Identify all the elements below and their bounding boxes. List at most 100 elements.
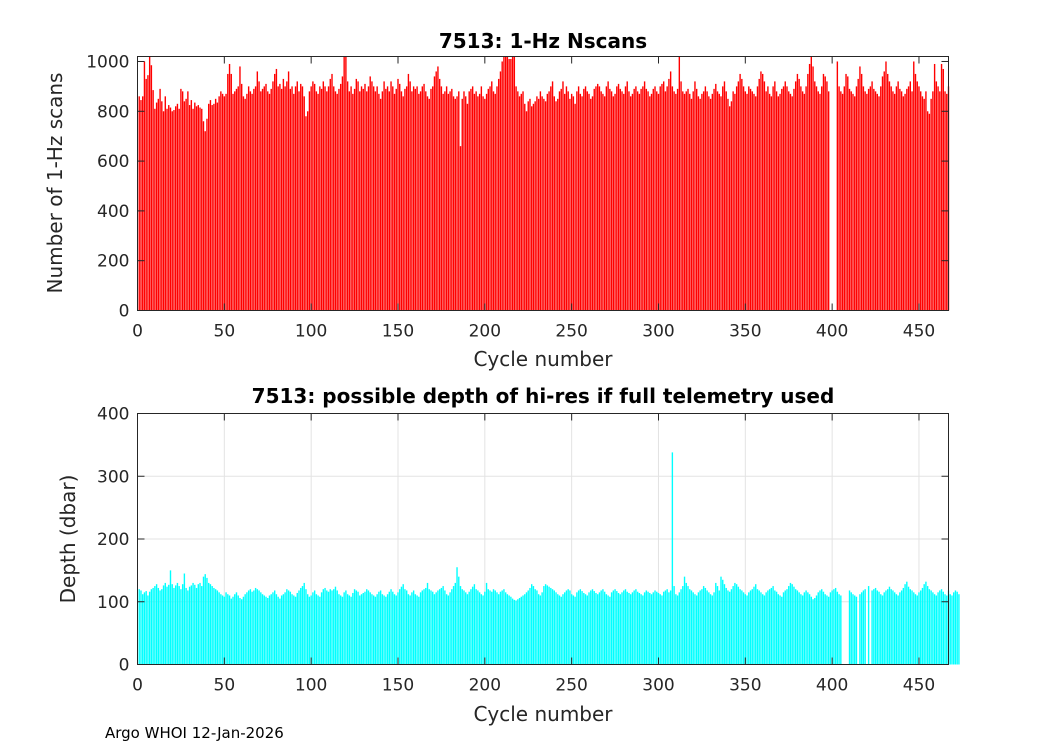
bar — [709, 98, 712, 311]
bar — [383, 81, 385, 311]
bar — [895, 594, 898, 665]
bar — [793, 586, 795, 665]
bar — [246, 592, 248, 665]
bar — [244, 98, 246, 311]
bar — [669, 590, 672, 665]
bar — [256, 71, 259, 311]
bar — [197, 105, 199, 311]
bar — [411, 91, 413, 311]
bar — [459, 146, 462, 311]
bar — [465, 96, 467, 311]
bar — [510, 58, 512, 311]
bar — [706, 91, 708, 311]
bar — [577, 86, 580, 311]
bar — [610, 91, 613, 311]
bar — [664, 590, 667, 665]
bar — [822, 73, 825, 311]
bar — [638, 592, 641, 665]
bar — [951, 595, 953, 665]
bar — [928, 589, 931, 665]
bar — [789, 582, 792, 665]
bar — [279, 83, 281, 311]
bar — [463, 91, 465, 311]
ticks-nscans: 0 50 100 150 200 250 300 350 400 450 0 200 400 600 800… — [86, 52, 949, 342]
bar — [953, 592, 955, 665]
bar — [946, 595, 948, 665]
bar — [418, 596, 420, 665]
bar — [336, 93, 338, 311]
bar — [204, 131, 206, 311]
bar — [532, 103, 535, 311]
bar — [612, 590, 615, 665]
bar — [513, 56, 516, 311]
bar — [652, 88, 654, 311]
bar — [279, 598, 281, 665]
bar — [449, 91, 451, 311]
bar — [689, 589, 691, 665]
bar — [591, 589, 594, 665]
x-tick-label: 450 — [903, 676, 935, 696]
bar — [405, 590, 408, 665]
bar — [426, 96, 429, 311]
bar — [336, 590, 338, 665]
bar — [890, 86, 892, 311]
bar — [643, 592, 646, 665]
bar — [148, 591, 151, 665]
bar — [339, 83, 342, 311]
bar — [275, 68, 278, 311]
bar — [409, 81, 411, 311]
bar — [614, 93, 616, 311]
bar — [692, 592, 694, 665]
bar — [461, 98, 463, 311]
bar — [831, 590, 833, 665]
bar — [471, 586, 474, 665]
bar — [808, 594, 811, 665]
bar — [860, 73, 863, 311]
bar — [438, 589, 441, 665]
bar — [147, 595, 149, 665]
bar — [609, 88, 611, 311]
bar — [178, 108, 180, 311]
bar — [902, 96, 905, 311]
bar — [920, 91, 922, 311]
bar — [465, 592, 467, 665]
bar — [426, 582, 429, 665]
bar — [353, 589, 356, 665]
bar — [598, 86, 601, 311]
bar — [926, 111, 929, 311]
bar — [635, 86, 637, 311]
bar — [518, 96, 521, 311]
bar — [696, 88, 698, 311]
bar — [678, 56, 681, 311]
bar — [794, 589, 797, 665]
bar — [466, 594, 469, 665]
bar — [301, 86, 304, 311]
bar — [202, 121, 205, 311]
bar — [463, 590, 465, 665]
bar — [525, 111, 528, 311]
bar — [475, 91, 477, 311]
bar — [871, 590, 873, 665]
bar — [708, 96, 710, 311]
bar — [631, 93, 634, 311]
bar — [320, 88, 323, 311]
bar — [607, 595, 609, 665]
bar — [591, 96, 594, 311]
bar — [763, 81, 766, 311]
bar — [607, 81, 609, 311]
bar — [767, 590, 769, 665]
bar — [888, 586, 891, 665]
bar — [451, 88, 453, 311]
bar — [626, 81, 628, 311]
bar — [442, 93, 444, 311]
bar — [636, 91, 639, 311]
bar — [221, 595, 224, 665]
bar — [305, 116, 307, 311]
bar — [416, 86, 418, 311]
bar — [913, 592, 915, 665]
bar — [838, 594, 840, 665]
bar — [230, 73, 232, 311]
bar — [204, 574, 206, 665]
bar — [241, 599, 243, 665]
bar — [470, 589, 472, 665]
